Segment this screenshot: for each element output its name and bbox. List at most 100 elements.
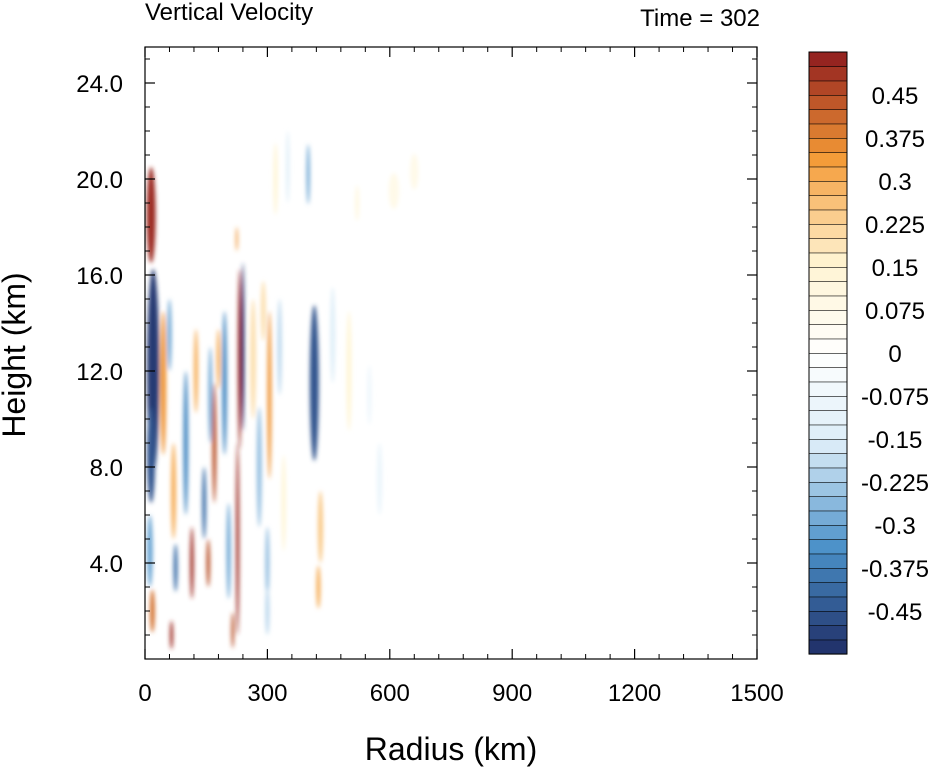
heatmap-cell bbox=[330, 287, 336, 383]
heatmap-cell bbox=[250, 299, 256, 419]
heatmap-cell bbox=[169, 620, 174, 650]
colorbar-bin bbox=[808, 625, 848, 641]
heatmap-cell bbox=[241, 263, 245, 431]
y-axis-label: Height (km) bbox=[0, 272, 32, 437]
colorbar-bin bbox=[808, 510, 848, 526]
colorbar-bin bbox=[808, 281, 848, 297]
heatmap-cell bbox=[235, 443, 240, 635]
y-axis: 4.0 8.0 12.0 16.0 20.0 24.0 bbox=[76, 58, 757, 636]
x-tick-label: 600 bbox=[370, 680, 410, 707]
colorbar-bin bbox=[808, 496, 848, 512]
chart-title: Vertical Velocity bbox=[145, 0, 313, 26]
colorbar-bin bbox=[808, 209, 848, 225]
heatmap-cell bbox=[317, 491, 323, 563]
colorbar-label: -0.3 bbox=[874, 513, 915, 540]
colorbar-label: -0.225 bbox=[861, 470, 929, 497]
heatmap-cell bbox=[231, 612, 235, 649]
colorbar-bin bbox=[808, 123, 848, 139]
colorbar-bin bbox=[808, 51, 848, 67]
heatmap-cell bbox=[216, 329, 221, 389]
colorbar-bin bbox=[808, 80, 848, 96]
colorbar-bin bbox=[808, 94, 848, 110]
heatmap-cell bbox=[346, 311, 352, 431]
colorbar-label: 0 bbox=[888, 341, 901, 368]
plot-frame bbox=[144, 46, 758, 660]
colorbar-bin bbox=[808, 223, 848, 239]
x-tick-label: 1200 bbox=[608, 680, 661, 707]
y-tick-label: 8.0 bbox=[90, 455, 123, 482]
colorbar-bin bbox=[808, 453, 848, 469]
colorbar-bin bbox=[808, 395, 848, 411]
colorbar: 0.45 0.375 0.3 0.225 0.15 0.075 0 -0.075 -0.15 -0… bbox=[808, 51, 929, 655]
heatmap-cell bbox=[237, 269, 242, 449]
colorbar-bin bbox=[808, 582, 848, 598]
x-tick-label: 900 bbox=[492, 680, 532, 707]
heatmap-cell bbox=[171, 443, 177, 539]
colorbar-bin bbox=[808, 481, 848, 497]
heatmap-cell bbox=[222, 311, 228, 455]
heatmap-features bbox=[146, 131, 419, 650]
heatmap-cell bbox=[306, 144, 310, 205]
colorbar-label: -0.375 bbox=[861, 556, 929, 583]
colorbar-bin bbox=[808, 424, 848, 440]
colorbar-bin bbox=[808, 324, 848, 340]
heatmap-cell bbox=[149, 589, 155, 633]
colorbar-bin bbox=[808, 66, 848, 82]
colorbar-bin bbox=[808, 338, 848, 354]
x-tick-label: 0 bbox=[138, 680, 151, 707]
heatmap-cell bbox=[226, 503, 231, 599]
colorbar-label: -0.15 bbox=[868, 427, 923, 454]
colorbar-label: -0.45 bbox=[868, 599, 923, 626]
x-tick-label: 300 bbox=[247, 680, 287, 707]
colorbar-bin bbox=[808, 567, 848, 583]
x-axis-label: Radius (km) bbox=[365, 731, 537, 767]
colorbar-bin bbox=[808, 137, 848, 153]
heatmap-cell bbox=[212, 383, 217, 503]
y-tick-label: 12.0 bbox=[76, 359, 123, 386]
colorbar-label: 0.375 bbox=[865, 126, 925, 153]
colorbar-bin bbox=[808, 180, 848, 196]
heatmap-cell bbox=[265, 527, 270, 599]
colorbar-bin bbox=[808, 381, 848, 397]
colorbar-bin bbox=[808, 553, 848, 569]
heatmap-cell bbox=[146, 167, 156, 263]
time-label: Time = 302 bbox=[640, 5, 760, 32]
heatmap-cell bbox=[160, 311, 167, 455]
colorbar-bin bbox=[808, 252, 848, 268]
heatmap-cell bbox=[316, 565, 321, 609]
colorbar-bin bbox=[808, 539, 848, 555]
colorbar-bin bbox=[808, 639, 848, 655]
x-tick-label: 1500 bbox=[730, 680, 783, 707]
colorbar-label: 0.225 bbox=[865, 212, 925, 239]
heatmap-cell bbox=[377, 443, 383, 515]
heatmap-cell bbox=[167, 299, 172, 371]
heatmap-cell bbox=[256, 407, 262, 527]
colorbar-frame bbox=[808, 51, 848, 655]
y-tick-label: 24.0 bbox=[76, 71, 123, 98]
colorbar-label: -0.075 bbox=[861, 384, 929, 411]
heatmap-cell bbox=[388, 173, 399, 209]
colorbar-bin bbox=[808, 410, 848, 426]
heatmap-cell bbox=[410, 153, 419, 190]
heatmap-cell bbox=[147, 515, 153, 587]
colorbar-bin bbox=[808, 367, 848, 383]
y-tick-label: 20.0 bbox=[76, 167, 123, 194]
colorbar-bin bbox=[808, 295, 848, 311]
colorbar-bin bbox=[808, 467, 848, 483]
colorbar-label: 0.45 bbox=[872, 83, 919, 110]
heatmap-cell bbox=[265, 587, 270, 635]
colorbar-label: 0.3 bbox=[878, 169, 911, 196]
heatmap-cell bbox=[173, 543, 178, 592]
heatmap-cell bbox=[190, 527, 194, 599]
heatmap-cell bbox=[281, 455, 286, 551]
heatmap-cell bbox=[206, 539, 211, 587]
colorbar-bin bbox=[808, 596, 848, 612]
colorbar-bin bbox=[808, 109, 848, 125]
colorbar-bin bbox=[808, 238, 848, 254]
heatmap-cell bbox=[235, 227, 238, 251]
heatmap-cell bbox=[367, 365, 372, 425]
colorbar-bin bbox=[808, 266, 848, 282]
y-tick-label: 16.0 bbox=[76, 263, 123, 290]
colorbar-bin bbox=[808, 309, 848, 325]
